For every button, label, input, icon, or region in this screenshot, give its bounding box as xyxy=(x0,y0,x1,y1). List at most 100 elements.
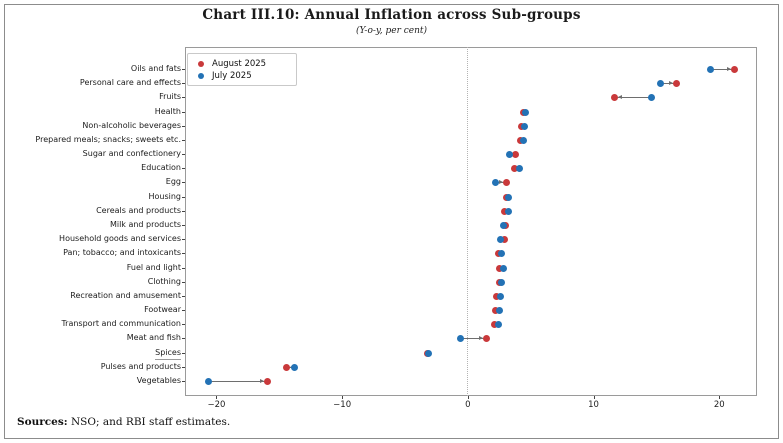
x-axis-tick xyxy=(593,396,595,399)
data-point-july xyxy=(290,363,298,371)
data-point-july xyxy=(504,193,512,201)
category-label: Clothing xyxy=(147,276,181,286)
y-axis-tick xyxy=(182,196,185,198)
y-axis-tick xyxy=(182,125,185,127)
category-label: Spices xyxy=(155,348,181,360)
data-point-july xyxy=(515,165,523,173)
arrow-head-icon xyxy=(669,81,674,86)
data-point-july xyxy=(497,292,505,300)
y-axis-tick xyxy=(182,154,185,156)
category-label: Personal care and effects xyxy=(79,78,181,88)
legend-label: July 2025 xyxy=(212,71,252,81)
y-axis-tick xyxy=(182,139,185,141)
category-label: Health xyxy=(154,106,181,116)
category-label: Pulses and products xyxy=(100,361,181,371)
x-axis-tick xyxy=(719,396,721,399)
source-note: Sources: NSO; and RBI staff estimates. xyxy=(17,416,230,428)
category-label: Recreation and amusement xyxy=(70,290,181,300)
data-point-august xyxy=(730,66,738,73)
data-point-july xyxy=(494,321,502,329)
data-point-august xyxy=(283,363,291,371)
y-axis-tick xyxy=(182,352,185,354)
y-axis-tick xyxy=(182,267,185,269)
category-label: Transport and communication xyxy=(61,319,181,329)
y-axis-tick xyxy=(182,366,185,368)
category-label: Fruits xyxy=(159,92,181,102)
data-point-august xyxy=(512,151,520,159)
category-label: Fuel and light xyxy=(126,262,181,272)
data-point-july xyxy=(497,236,505,244)
y-axis-tick xyxy=(182,281,185,283)
x-axis-tick-label: −20 xyxy=(207,400,226,410)
x-axis-tick-label: −10 xyxy=(333,400,352,410)
data-point-august xyxy=(503,179,511,187)
data-point-august xyxy=(611,94,619,102)
category-label: Footwear xyxy=(144,305,181,315)
data-point-july xyxy=(456,335,464,343)
y-axis-tick xyxy=(182,224,185,226)
category-label: Sugar and confectionery xyxy=(82,149,181,159)
dumbbell-connector xyxy=(614,97,652,99)
category-label: Egg xyxy=(165,177,181,187)
data-point-july xyxy=(519,136,527,144)
arrow-head-icon xyxy=(479,336,484,341)
category-label: Pan; tobacco; and intoxicants xyxy=(63,248,181,258)
category-label: Meat and fish xyxy=(126,333,181,343)
data-point-july xyxy=(647,94,655,102)
data-point-august xyxy=(493,292,501,300)
data-point-july xyxy=(498,278,506,286)
y-axis-tick xyxy=(182,324,185,326)
y-axis-tick xyxy=(182,239,185,241)
y-axis-tick xyxy=(182,310,185,312)
category-label: Household goods and services xyxy=(59,234,181,244)
data-point-august xyxy=(500,207,508,215)
x-axis-tick xyxy=(216,396,218,399)
data-point-august xyxy=(492,307,499,315)
data-point-july xyxy=(656,80,664,88)
data-point-august xyxy=(673,80,681,88)
data-point-july xyxy=(499,264,507,272)
y-axis-tick xyxy=(182,97,185,99)
arrow-head-icon xyxy=(260,378,265,383)
data-point-july xyxy=(498,250,506,258)
zero-gridline xyxy=(467,47,469,396)
x-axis-tick-label: 10 xyxy=(588,400,599,410)
arrow-head-icon xyxy=(726,67,731,71)
x-axis-tick-label: 0 xyxy=(465,400,471,410)
data-point-july xyxy=(205,377,213,385)
dumbbell-connector xyxy=(710,69,735,70)
category-label: Education xyxy=(141,163,181,173)
category-label: Milk and products xyxy=(109,219,181,229)
data-point-august xyxy=(495,264,503,272)
data-point-july xyxy=(495,307,503,315)
data-point-august xyxy=(264,377,272,385)
data-point-august xyxy=(500,236,508,244)
data-point-august xyxy=(494,250,502,258)
legend-label: August 2025 xyxy=(212,59,267,69)
data-point-july xyxy=(504,207,512,215)
dumbbell-connector xyxy=(208,380,268,382)
category-label: Prepared meals; snacks; sweets etc. xyxy=(35,134,181,144)
august-dot-icon xyxy=(198,61,204,67)
data-point-august xyxy=(510,165,518,173)
data-point-july xyxy=(706,66,714,73)
x-axis-tick-label: 20 xyxy=(713,400,725,410)
y-axis-tick xyxy=(182,83,185,85)
data-point-july xyxy=(522,108,530,116)
y-axis-tick xyxy=(182,168,185,170)
data-point-july xyxy=(520,122,528,130)
y-axis-tick xyxy=(182,210,185,212)
y-axis-tick xyxy=(182,253,185,255)
dumbbell-connector xyxy=(460,338,487,340)
data-point-july xyxy=(425,349,433,357)
chart-subtitle: (Y-o-y, per cent) xyxy=(355,26,428,36)
data-point-july xyxy=(499,221,507,229)
data-point-august xyxy=(490,321,498,329)
data-point-july xyxy=(492,179,499,187)
legend: August 2025 July 2025 xyxy=(187,53,297,86)
x-axis-tick xyxy=(342,396,344,399)
arrow-head-icon xyxy=(618,95,623,100)
july-dot-icon xyxy=(198,73,204,79)
source-note-text: NSO; and RBI staff estimates. xyxy=(67,416,231,428)
